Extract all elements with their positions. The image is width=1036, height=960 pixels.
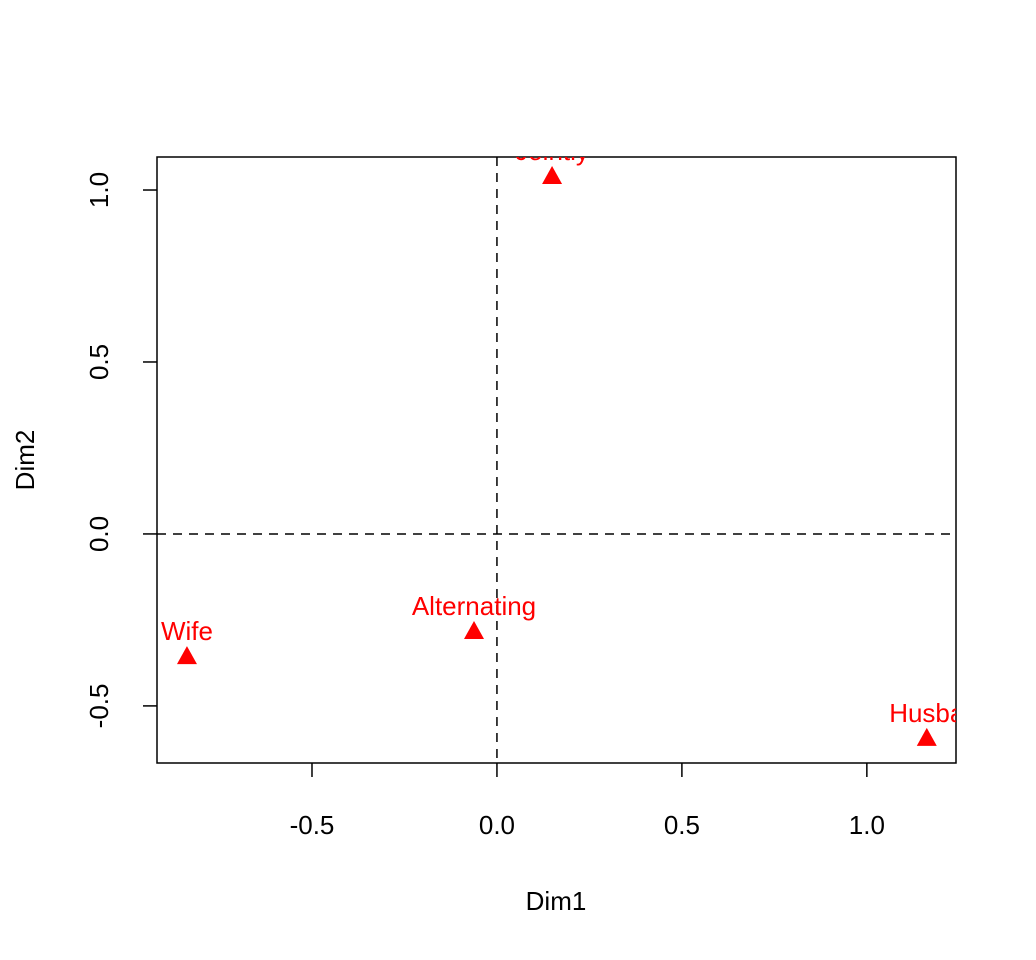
x-tick-label: 0.5	[664, 810, 700, 840]
x-tick-label: -0.5	[290, 810, 335, 840]
point	[916, 727, 937, 746]
y-tick-label: 1.0	[84, 172, 114, 208]
y-tick-label: -0.5	[84, 684, 114, 729]
x-tick-label: 1.0	[849, 810, 885, 840]
plot-box	[156, 156, 957, 764]
plot-area: Wife Alternating Jointly Husba	[157, 136, 965, 763]
y-tick-label: 0.5	[84, 344, 114, 380]
x-axis-label: Dim1	[526, 886, 587, 916]
y-axis-label: Dim2	[10, 430, 40, 491]
point-label: Alternating	[412, 591, 536, 621]
point	[176, 646, 197, 665]
y-tick-label: 0.0	[84, 516, 114, 552]
x-tick-label: 0.0	[479, 810, 515, 840]
point	[542, 165, 563, 184]
point	[464, 620, 485, 639]
point-label: Jointly	[515, 136, 589, 166]
point-label: Wife	[161, 616, 213, 646]
point-label: Husba	[889, 698, 965, 728]
